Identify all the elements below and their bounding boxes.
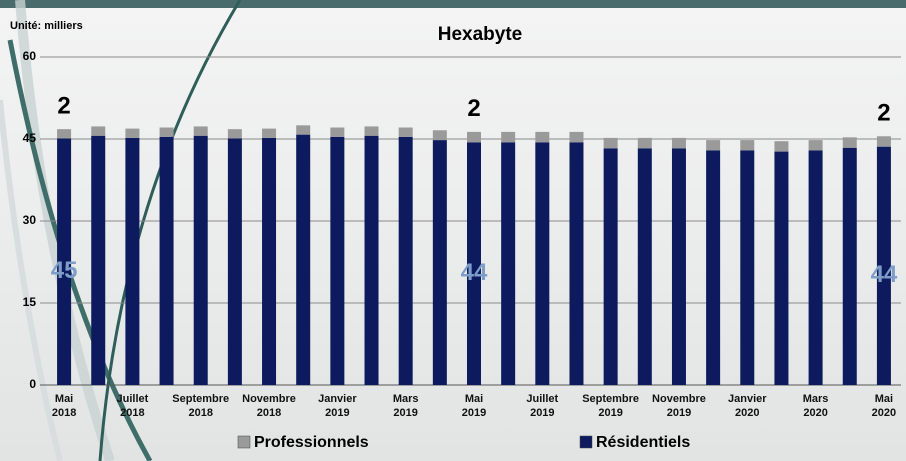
legend-swatch [579,435,593,449]
data-label: 2 [467,95,480,122]
bar-segment [159,127,174,137]
x-tick-label: Novembre 2018 [242,393,296,419]
bar-segment [706,150,721,385]
bar-segment [296,134,311,385]
legend-swatch [237,435,251,449]
y-tick-label: 45 [23,131,37,145]
bar-segment [501,131,516,143]
x-tick-label: Novembre 2019 [652,393,706,419]
bar-segment [876,136,891,147]
bar-segment [842,147,857,385]
bar-segment [501,142,516,385]
top-frame [0,0,906,8]
bar-segment [159,136,174,385]
bar-segment [569,131,584,143]
bar-segment [125,137,140,385]
bar-segment [603,148,618,385]
bar-segment [227,138,242,385]
unit-label: Unité: milliers [10,20,83,32]
legend-label: Résidentiels [596,434,690,451]
bar-segment [808,150,823,385]
bar-segment [262,128,277,138]
bar-segment [740,140,755,151]
x-tick-label: Mai 2019 [461,393,487,419]
x-tick-label: Mars 2019 [392,393,419,419]
bar-segment [740,150,755,385]
data-label: 44 [461,259,488,286]
bar-segment [569,142,584,385]
bar-segment [467,131,481,143]
bar-segment [193,135,208,385]
bar-segment [671,137,686,149]
bar-segment [432,140,447,385]
data-label: 2 [57,93,70,120]
bar-segment [876,146,891,385]
decor [98,0,242,461]
data-label: 2 [877,100,890,127]
bar-segment [535,142,550,385]
bar-segment [467,142,481,385]
x-tick-label: Janvier 2019 [318,393,357,419]
decor [0,99,63,461]
y-tick-label: 15 [23,295,37,309]
bar-segment [842,137,857,148]
bar-segment [57,129,72,139]
bar-segment [227,129,242,139]
x-tick-label: Mai 2018 [51,393,77,419]
bar-segment [364,135,379,385]
bar-segment [364,126,379,136]
legend-label: Professionnels [254,434,369,451]
bar-segment [57,138,72,385]
bar-segment [125,128,140,138]
bar-segment [671,148,686,385]
bar-segment [603,137,618,149]
y-tick-label: 30 [23,213,37,227]
chart-title: Hexabyte [438,24,523,45]
decor [15,0,115,461]
bar-segment [535,131,550,143]
bar-segment [262,137,277,385]
x-tick-label: Janvier 2020 [728,393,767,419]
bar-segment [398,127,413,137]
x-tick-label: Septembre 2018 [172,393,230,419]
bar-segment [330,136,345,385]
data-label: 45 [51,257,78,284]
bar-segment [330,127,345,137]
data-label: 44 [871,261,898,288]
bar-segment [296,125,311,135]
bar-segment [398,136,413,385]
bar-segment [91,126,106,136]
bar-segment [774,151,789,385]
x-tick-label: Mai 2020 [871,393,897,419]
x-tick-label: Mars 2020 [802,393,829,419]
bar-segment [808,140,823,151]
bar-segment [774,141,789,152]
bar-segment [637,148,652,385]
y-tick-label: 0 [29,377,36,391]
bar-segment [193,126,208,136]
x-tick-label: Septembre 2019 [582,393,640,419]
bar-segment [706,140,721,151]
bar-segment [432,130,447,141]
x-tick-label: Juillet 2019 [526,393,559,419]
y-tick-label: 60 [23,49,37,63]
bar-segment [637,137,652,149]
x-tick-label: Juillet 2018 [116,393,149,419]
bar-segment [91,135,106,385]
